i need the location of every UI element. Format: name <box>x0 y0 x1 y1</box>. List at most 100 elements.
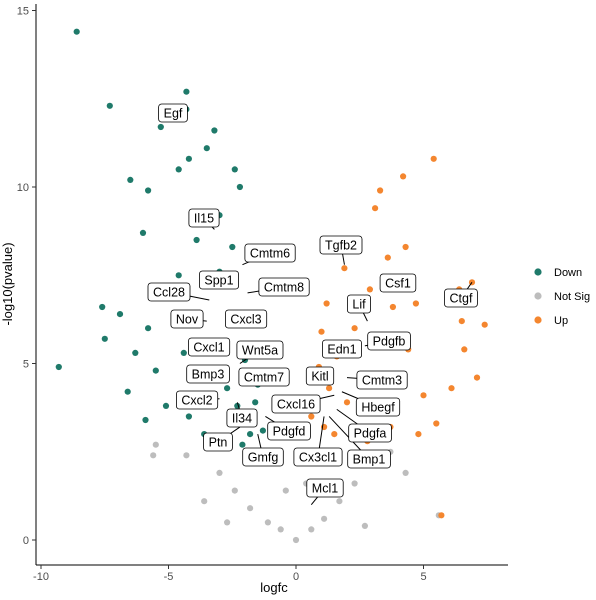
gene-label-box <box>238 367 290 387</box>
gene-label: Lif <box>346 294 371 314</box>
gene-label-text: Cxcl1 <box>193 341 224 355</box>
down-point <box>175 272 182 279</box>
gene-label-text: Ctgf <box>450 292 473 306</box>
up-point <box>384 254 391 261</box>
up-point <box>473 374 481 381</box>
gene-label-text: Ccl28 <box>153 286 185 300</box>
down-point <box>224 385 231 392</box>
gene-label: Edn1 <box>321 339 362 359</box>
legend-key <box>534 268 542 276</box>
up-point <box>331 431 338 438</box>
gene-label-text: Kitl <box>311 370 328 384</box>
up-point <box>412 300 419 307</box>
gene-label-box <box>293 447 343 467</box>
gene-label: Egf <box>158 103 188 123</box>
up-point <box>308 413 315 420</box>
gene-labels: Egf Il15 Cmtm6 Spp1 Cmtm8 Ccl28 Nov Cxcl3 Cxcl1 W… <box>147 103 478 498</box>
gene-label: Cxcl1 <box>187 337 231 357</box>
gene-label-box <box>170 309 204 329</box>
x-tick-label: -5 <box>164 571 174 583</box>
gene-label-box <box>346 294 371 314</box>
gene-label-box <box>444 288 478 308</box>
not-sig-point <box>152 441 159 448</box>
down-point <box>152 367 159 374</box>
legend-label: Up <box>554 315 568 327</box>
legend-key <box>534 292 542 300</box>
gene-label-text: Egf <box>164 107 183 121</box>
down-point <box>259 427 266 434</box>
down-point <box>132 349 139 356</box>
y-axis-ticks: 0 5 10 15 <box>17 6 36 547</box>
gene-label: Il34 <box>226 408 258 428</box>
gene-label-text: Pdgfa <box>354 427 387 441</box>
down-point <box>157 123 164 131</box>
down-point <box>211 127 218 134</box>
legend-key <box>534 316 542 324</box>
x-tick-label: -10 <box>33 571 49 583</box>
gene-label-text: Cmtm3 <box>362 374 402 388</box>
gene-label-text: Il15 <box>194 212 214 226</box>
up-point <box>481 321 488 328</box>
down-point <box>252 399 259 406</box>
y-tick-label: 15 <box>17 6 29 18</box>
up-point <box>461 346 468 353</box>
gene-label-box <box>226 408 258 428</box>
gene-label-text: Tgfb2 <box>325 239 357 253</box>
gene-label-text: Nov <box>176 313 199 327</box>
gene-label-box <box>305 366 335 386</box>
gene-label-text: Edn1 <box>327 343 356 357</box>
x-tick-label: 0 <box>293 571 299 583</box>
gene-label: Il15 <box>188 208 220 228</box>
down-point <box>99 303 106 311</box>
gene-label-text: Spp1 <box>204 274 233 288</box>
up-point <box>389 303 396 311</box>
not-sig-point <box>308 526 315 533</box>
up-point <box>448 385 455 392</box>
gene-label: Kitl <box>305 366 335 386</box>
gene-label-text: Cmtm6 <box>250 247 290 261</box>
gene-label-text: Hbegf <box>361 401 395 415</box>
gene-label: Gmfg <box>242 447 284 467</box>
not-sig-point <box>201 498 208 505</box>
gene-label: Cxcl3 <box>224 309 268 329</box>
gene-label: Cmtm6 <box>244 243 296 263</box>
gene-label-box <box>188 208 220 228</box>
gene-label-text: Wnt5a <box>242 344 278 358</box>
not-sig-point <box>224 519 231 526</box>
not-sig-point <box>351 480 358 487</box>
gene-label-text: Cxcl16 <box>277 398 315 412</box>
gene-label-text: Il34 <box>232 412 252 426</box>
not-sig-point <box>292 536 300 544</box>
x-tick-label: 5 <box>420 571 426 583</box>
gene-label-text: Cxcl3 <box>230 313 261 327</box>
gene-label-text: Csf1 <box>385 277 411 291</box>
gene-label-box <box>306 478 344 498</box>
gene-label-box <box>158 103 188 123</box>
gene-label-text: Bmp1 <box>353 453 386 467</box>
gene-label-box <box>244 243 296 263</box>
down-point <box>145 325 152 332</box>
gene-label: Tgfb2 <box>319 235 363 255</box>
gene-label-box <box>379 273 417 293</box>
y-tick-label: 0 <box>23 535 29 547</box>
up-point <box>341 265 348 272</box>
down-point <box>142 416 149 424</box>
gene-label-text: Mcl1 <box>312 482 338 496</box>
gene-label-box <box>242 447 284 467</box>
down-point <box>247 431 254 438</box>
up-point <box>366 286 373 293</box>
down-point <box>145 187 152 194</box>
down-point <box>139 229 147 236</box>
gene-label-text: Gmfg <box>248 451 279 465</box>
up-point <box>430 155 437 162</box>
gene-label-text: Bmp3 <box>192 368 225 382</box>
gene-label: Ccl28 <box>147 282 191 302</box>
gene-label-box <box>198 270 239 290</box>
down-point <box>55 363 62 371</box>
not-sig-point <box>402 469 409 476</box>
down-point <box>106 102 113 109</box>
gene-label-text: Pdgfd <box>273 425 306 439</box>
not-sig-point <box>264 519 271 526</box>
gene-label: Wnt5a <box>236 340 284 360</box>
up-point <box>343 399 351 406</box>
